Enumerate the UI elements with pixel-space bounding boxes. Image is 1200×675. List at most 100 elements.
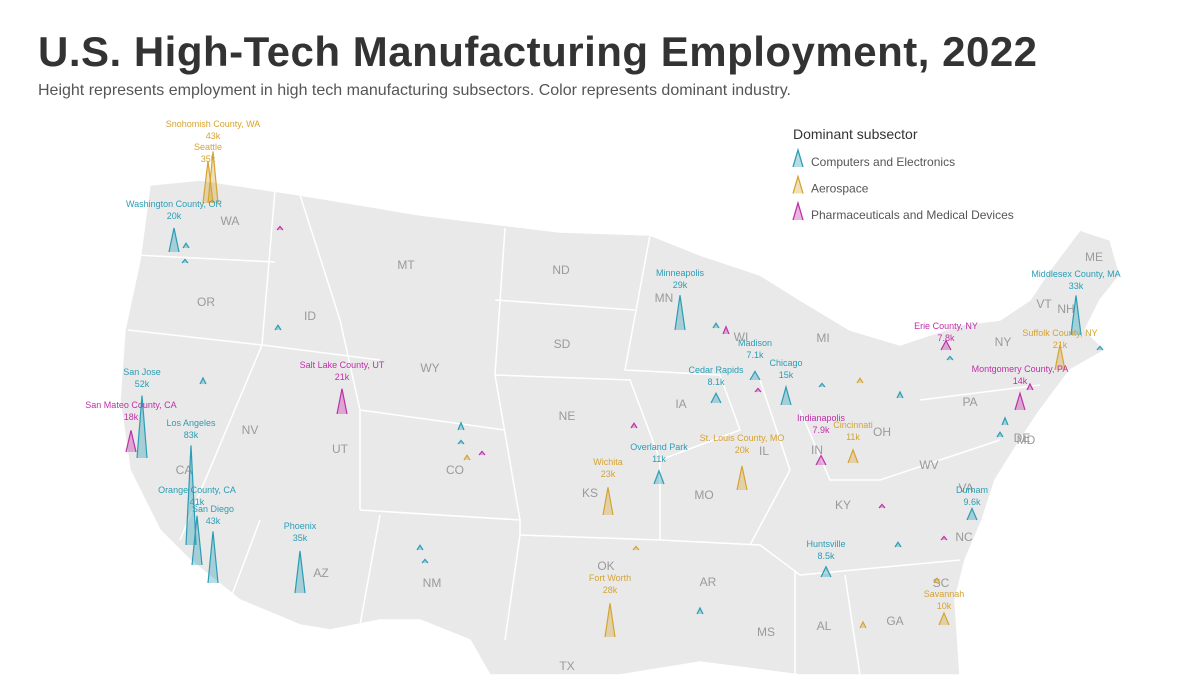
site-name: Los Angeles [166, 418, 216, 428]
state-label: AR [700, 575, 717, 589]
spike [457, 439, 465, 445]
site-value: 20k [167, 211, 182, 221]
spike [421, 558, 429, 564]
spike [894, 541, 902, 548]
site-value: 28k [603, 585, 618, 595]
spike [191, 515, 203, 566]
site-value: 83k [184, 430, 199, 440]
spike [1001, 416, 1009, 426]
spike [416, 544, 424, 551]
spike [1026, 382, 1034, 391]
state-label: VA [958, 481, 973, 495]
state-label: GA [886, 614, 903, 628]
us-outline [119, 179, 1121, 675]
site-value: 8.1k [707, 377, 725, 387]
state-labels: WA OR ID MT ND SD WY NE NV UT CO KS CA AZ NM OK TX MN WI IA… [176, 214, 1103, 673]
state-label: TX [559, 659, 574, 673]
site-labels: Snohomish County, WA43kSeattle35kWashing… [85, 119, 1120, 611]
site-value: 21k [335, 372, 350, 382]
spike [202, 160, 214, 204]
spike [946, 355, 954, 361]
state-label: SC [933, 576, 950, 590]
site-name: Durham [956, 485, 988, 495]
site-name: Savannah [924, 589, 965, 599]
state-label: CA [176, 463, 193, 477]
site-name: Wichita [593, 457, 623, 467]
site-value: 43k [206, 131, 221, 141]
state-label: WV [919, 458, 938, 472]
state-label: NV [242, 423, 259, 437]
state-label: PA [962, 395, 977, 409]
site-name: Cincinnati [833, 420, 873, 430]
state-label: IN [811, 443, 823, 457]
site-value: 35k [293, 533, 308, 543]
state-label: MS [757, 625, 775, 639]
legend-icon [792, 174, 804, 194]
spike [856, 377, 864, 384]
state-label: OK [597, 559, 614, 573]
spike [294, 550, 306, 594]
state-label: IL [759, 444, 769, 458]
state-label: MO [694, 488, 713, 502]
site-value: 18k [124, 412, 139, 422]
spike [896, 390, 904, 399]
state-label: WI [734, 330, 749, 344]
site-name: Washington County, OR [126, 199, 223, 209]
state-label: KS [582, 486, 598, 500]
spike [847, 448, 859, 464]
spike [1070, 295, 1082, 336]
spike [712, 322, 720, 329]
spike [736, 465, 748, 491]
site-name: San Mateo County, CA [85, 400, 176, 410]
spike [630, 422, 638, 429]
legend-icon [792, 147, 804, 168]
site-value: 7.1k [746, 350, 764, 360]
state-label: VT [1036, 297, 1052, 311]
state-label: NE [559, 409, 576, 423]
spike [207, 151, 219, 204]
spike [820, 565, 832, 578]
spike [276, 225, 284, 231]
site-value: 11k [652, 454, 666, 464]
site-value: 7.8k [937, 333, 955, 343]
title: U.S. High-Tech Manufacturing Employment,… [38, 28, 1038, 75]
state-label: MI [816, 331, 829, 345]
spike [136, 395, 148, 459]
site-value: 52k [135, 379, 150, 389]
legend-label: Pharmaceuticals and Medical Devices [811, 208, 1014, 222]
site-name: Orange County, CA [158, 485, 236, 495]
spike [696, 606, 704, 615]
state-label: IA [675, 397, 686, 411]
spike [602, 487, 614, 516]
spike [632, 545, 640, 551]
spike [457, 421, 465, 431]
state-label: WY [420, 361, 439, 375]
site-name: Fort Worth [589, 573, 631, 583]
state-label: KY [835, 498, 851, 512]
site-name: San Jose [123, 367, 161, 377]
site-name: Minneapolis [656, 268, 705, 278]
state-label: NH [1057, 302, 1074, 316]
state-label: DE [1014, 431, 1031, 445]
spike [1096, 345, 1104, 351]
site-value: 41k [190, 497, 205, 507]
spike [604, 603, 616, 638]
site-value: 15k [779, 370, 794, 380]
spike [818, 382, 826, 388]
spike [185, 445, 197, 546]
site-value: 35k [201, 154, 216, 164]
spike [478, 450, 486, 456]
legend-icon [792, 200, 804, 221]
state-label: NM [423, 576, 442, 590]
site-value: 20k [735, 445, 750, 455]
site-value: 10k [937, 601, 952, 611]
site-name: Suffolk County, NY [1022, 328, 1097, 338]
state-label: MN [655, 291, 674, 305]
spike [933, 577, 941, 584]
spike [749, 370, 761, 381]
state-label: UT [332, 442, 349, 456]
site-name: Indianapolis [797, 413, 846, 423]
state-label: OH [873, 425, 891, 439]
site-value: 7.9k [812, 425, 830, 435]
site-value: 29k [673, 280, 688, 290]
